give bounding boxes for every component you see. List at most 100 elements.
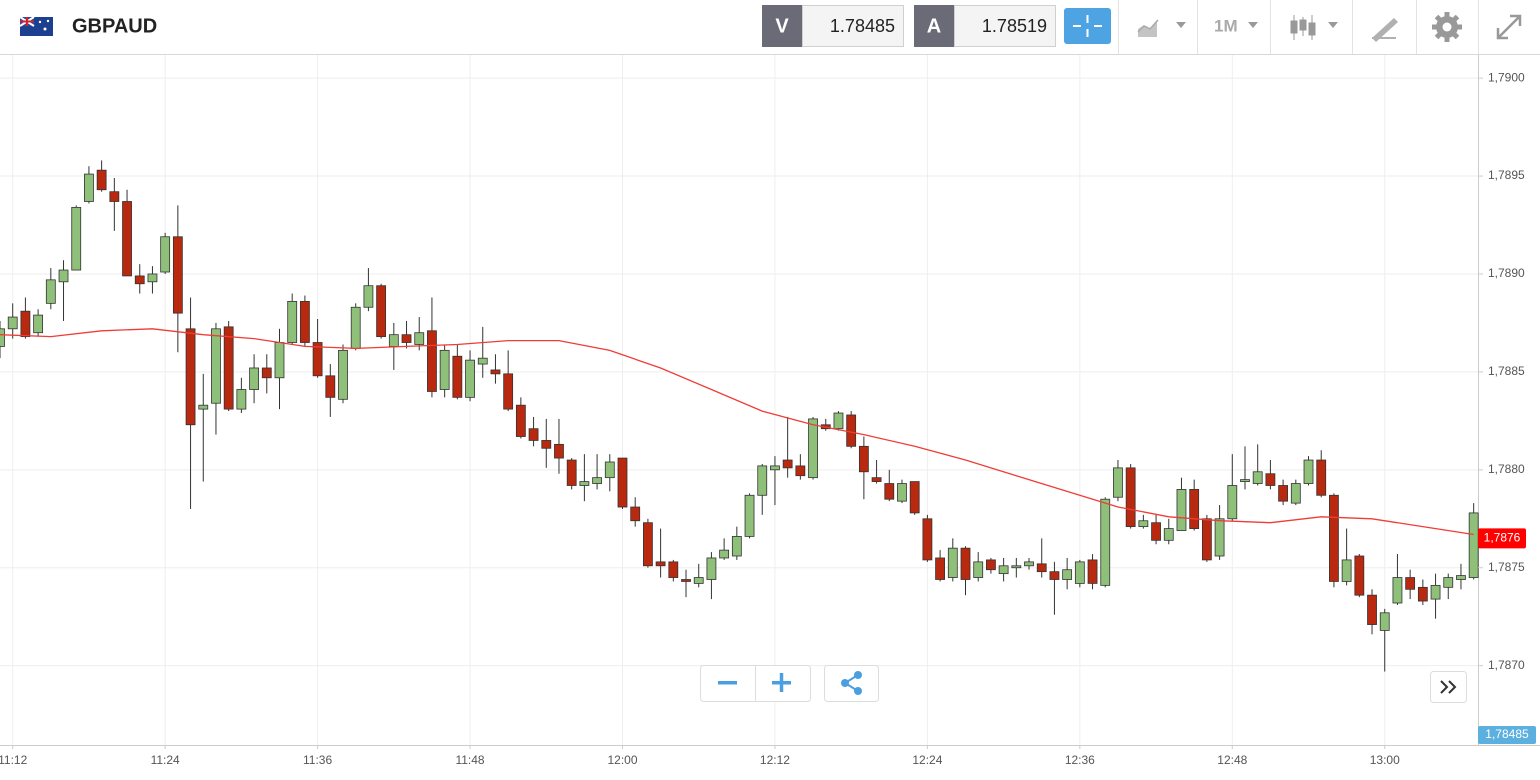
candle-body <box>1316 459 1327 496</box>
candle-body <box>757 465 768 496</box>
candle-body <box>312 342 323 377</box>
header-separators <box>1118 0 1479 54</box>
ma-price-label: 1,7876 <box>1484 531 1521 545</box>
ma-price-box <box>1478 528 1526 549</box>
chart-type-button[interactable] <box>1137 19 1186 37</box>
zoom-in-button[interactable] <box>772 673 791 692</box>
candle-body <box>198 404 209 410</box>
candle-body <box>1265 473 1276 486</box>
candle-body <box>401 334 412 343</box>
candle-body <box>1430 584 1441 600</box>
flag-icon <box>19 16 53 36</box>
price-box <box>1478 726 1536 744</box>
candle-body <box>109 191 120 202</box>
candle-body <box>681 579 691 582</box>
timeframe-button[interactable]: 1M <box>1214 16 1258 35</box>
crosshair-button[interactable] <box>1064 8 1111 44</box>
settings-button[interactable] <box>1432 12 1462 42</box>
candle-body <box>1367 594 1377 625</box>
candle-body <box>249 367 259 390</box>
candle-body <box>439 349 450 390</box>
candle-body <box>338 349 348 400</box>
candle-body <box>350 306 361 349</box>
candle-body <box>122 201 132 277</box>
candle-body <box>1049 571 1060 580</box>
candle-body <box>947 547 958 578</box>
candle-body <box>452 355 463 398</box>
candle-body <box>1163 528 1174 541</box>
y-tick-label: 1,7895 <box>1488 168 1525 182</box>
y-tick-label: 1,7875 <box>1488 560 1525 574</box>
candle-body <box>1303 459 1314 484</box>
buy-button[interactable] <box>914 5 954 47</box>
candle-body <box>236 389 247 410</box>
candle-body <box>388 334 399 347</box>
candle-body <box>1227 485 1238 520</box>
candle-body <box>1252 471 1263 484</box>
candle-style-button[interactable] <box>1290 15 1338 40</box>
plot-area: 1,7876 1,78485 <box>0 160 1536 744</box>
candle-body <box>643 522 653 567</box>
candle-body <box>172 236 183 314</box>
candle-body <box>541 440 552 449</box>
candle-body <box>1138 520 1149 528</box>
candle-body <box>1074 561 1085 584</box>
candle-body <box>1100 498 1111 586</box>
share-button[interactable] <box>841 671 862 695</box>
candle-body <box>465 359 475 398</box>
candle-body <box>490 369 501 375</box>
candle-body <box>1189 489 1200 529</box>
candle-body <box>617 457 628 508</box>
candle-body <box>998 565 1009 575</box>
x-tick-label: 11:48 <box>455 753 484 767</box>
candle-body <box>1087 559 1098 584</box>
candle-body <box>808 418 818 479</box>
candle-body <box>7 316 18 330</box>
x-tick-label: 12:24 <box>912 753 942 767</box>
candle-body <box>566 459 577 486</box>
candle-body <box>1341 559 1352 582</box>
candle-body <box>833 412 844 430</box>
candle-body <box>795 465 806 477</box>
y-tick-label: 1,7900 <box>1488 70 1525 84</box>
candle-body <box>287 300 298 343</box>
x-tick-label: 12:36 <box>1065 753 1095 767</box>
symbol: GBPAUD <box>72 15 157 37</box>
candle-body <box>770 465 780 471</box>
scroll-right-button[interactable] <box>1430 671 1467 703</box>
candle-body <box>858 445 869 473</box>
y-tick-label: 1,7890 <box>1488 266 1525 280</box>
candle-body <box>223 326 234 410</box>
candle-body <box>147 273 158 283</box>
sell-box[interactable] <box>802 5 904 47</box>
candle-body <box>1278 485 1289 502</box>
candle-body <box>960 547 971 580</box>
candle-body <box>134 275 145 285</box>
candle-body <box>299 300 310 343</box>
sell-button[interactable] <box>762 5 802 47</box>
y-tick-label: 1,7885 <box>1488 364 1525 378</box>
expand-button[interactable] <box>1496 14 1522 40</box>
sell-label: V <box>775 15 789 37</box>
candle-body <box>477 357 488 365</box>
candle-body <box>33 314 44 334</box>
candle-body <box>897 483 907 502</box>
candle-body <box>1011 565 1022 569</box>
candle-body <box>1392 577 1403 604</box>
candle-body <box>1113 467 1123 498</box>
candle-body <box>84 173 94 202</box>
y-tick-label: 1,7880 <box>1488 462 1525 476</box>
x-tick-label: 11:24 <box>151 753 180 767</box>
candle-body <box>554 443 564 459</box>
candle-body <box>274 342 285 379</box>
buy-box[interactable] <box>954 5 1056 47</box>
candle-body <box>1176 489 1187 531</box>
zoom-out-button[interactable] <box>718 681 737 685</box>
x-tick-label: 12:00 <box>607 753 637 767</box>
draw-tool-button[interactable] <box>1372 18 1398 42</box>
x-tick-label: 11:36 <box>303 753 332 767</box>
moving-average-line <box>0 328 1474 536</box>
buy-label: A <box>927 15 941 37</box>
buy-price: 1.78519 <box>982 16 1047 36</box>
